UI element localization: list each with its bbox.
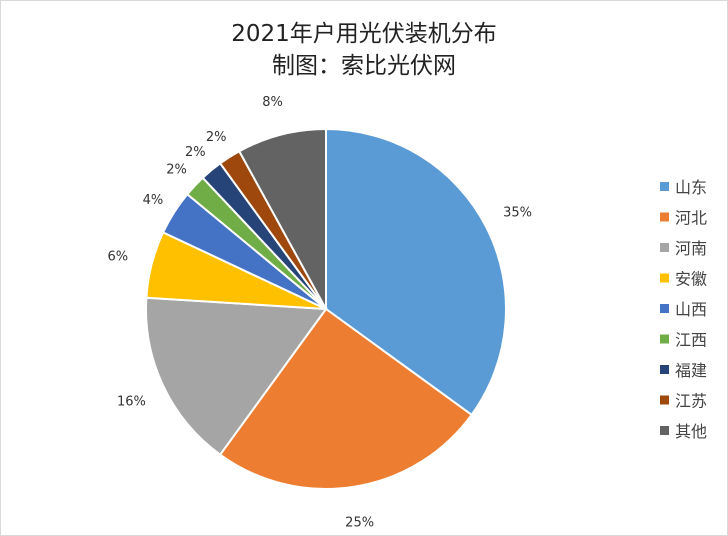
data-label: 16% — [117, 395, 146, 410]
legend-label: 山东 — [675, 178, 707, 197]
legend-swatch — [660, 273, 669, 283]
data-label: 4% — [143, 193, 164, 208]
chart-subtitle: 制图：索比光伏网 — [272, 53, 456, 79]
data-label: 2% — [185, 145, 206, 160]
legend-swatch — [660, 212, 669, 222]
legend-swatch — [660, 426, 669, 435]
legend-swatch — [660, 334, 669, 344]
legend-label: 安徽 — [675, 270, 707, 289]
legend-swatch — [660, 304, 669, 313]
legend-label: 江苏 — [675, 392, 707, 411]
legend-swatch — [660, 365, 669, 374]
legend-label: 江西 — [675, 331, 707, 350]
legend-label: 福建 — [675, 361, 707, 380]
legend-label: 山西 — [675, 300, 707, 319]
data-label: 8% — [262, 95, 283, 110]
pie-slice-3 — [145, 296, 328, 457]
legend-label: 其他 — [675, 422, 707, 441]
pie-slice-9 — [237, 127, 327, 310]
legend-label: 河南 — [675, 239, 707, 258]
legend-swatch — [660, 182, 669, 191]
data-label: 35% — [503, 205, 532, 220]
legend-swatch — [660, 395, 669, 405]
data-label: 6% — [107, 250, 128, 265]
data-label: 2% — [166, 163, 187, 178]
pie-slice-1 — [325, 127, 507, 417]
data-label: 25% — [345, 515, 374, 530]
legend-label: 河北 — [675, 209, 707, 228]
data-label: 2% — [206, 130, 227, 145]
pie-slice-2 — [218, 307, 474, 490]
chart-title: 2021年户用光伏装机分布 — [231, 21, 497, 47]
legend-swatch — [660, 243, 669, 252]
